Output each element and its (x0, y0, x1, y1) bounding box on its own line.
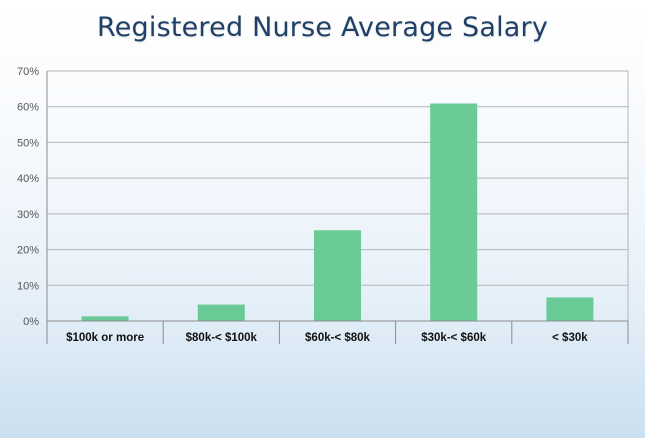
y-tick-label: 30% (17, 209, 39, 221)
bars (81, 103, 594, 321)
y-tick-label: 40% (17, 173, 39, 185)
labels: 0% 10% 20% 30% 40% 50% 60% 70% $100k or more $80k… (17, 66, 588, 344)
y-tick-label: 60% (17, 102, 39, 114)
chart-title: Registered Nurse Average Salary (96, 12, 549, 43)
bar (197, 304, 245, 321)
y-tick-label: 20% (17, 245, 39, 257)
y-tick-label: 50% (17, 137, 39, 149)
x-category-label: $80k-< $100k (186, 332, 258, 344)
bar (314, 230, 361, 321)
y-tick-label: 10% (17, 280, 39, 292)
x-category-label: $30k-< $60k (421, 332, 487, 344)
x-category-label: $100k or more (66, 332, 144, 344)
bar (546, 297, 594, 321)
x-category-label: < $30k (552, 332, 588, 344)
bar (430, 103, 478, 321)
y-tick-label: 70% (17, 66, 39, 78)
x-category-label: $60k-< $80k (305, 332, 371, 344)
y-tick-label: 0% (23, 316, 39, 328)
bar (81, 316, 129, 321)
axes (46, 71, 629, 344)
